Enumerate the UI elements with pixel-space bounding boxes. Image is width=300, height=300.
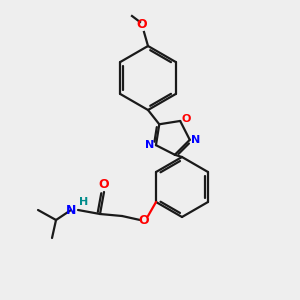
- Text: N: N: [145, 140, 154, 150]
- Text: N: N: [66, 203, 76, 217]
- Text: O: O: [182, 114, 191, 124]
- Text: N: N: [191, 135, 200, 145]
- Text: O: O: [137, 17, 147, 31]
- Text: O: O: [139, 214, 149, 226]
- Text: O: O: [99, 178, 109, 190]
- Text: H: H: [80, 197, 88, 207]
